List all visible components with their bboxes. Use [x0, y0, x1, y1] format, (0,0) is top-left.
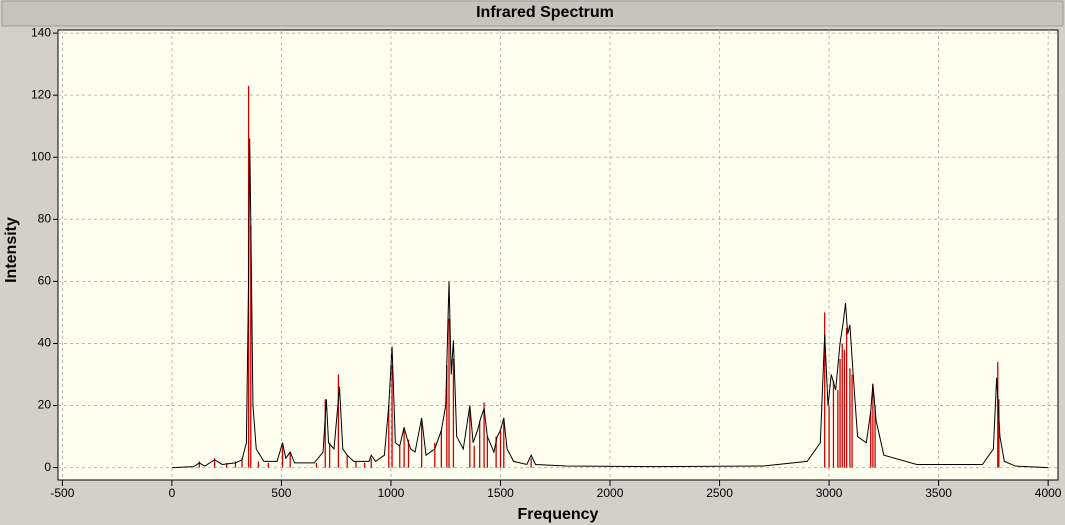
- x-tick-label: 2000: [597, 486, 624, 500]
- y-tick-label: 60: [38, 274, 52, 288]
- spectrum-curve: [171, 138, 1049, 469]
- x-tick-label: -500: [50, 486, 74, 500]
- x-tick-label: 2500: [706, 486, 733, 500]
- x-tick-label: 3000: [816, 486, 843, 500]
- marks: [171, 85, 1049, 469]
- y-tick-label: 20: [38, 398, 52, 412]
- plot-area: [57, 29, 1059, 481]
- title-bar: [1, 0, 1064, 27]
- x-tick-label: 1000: [378, 486, 405, 500]
- x-tick-label: 500: [271, 486, 291, 500]
- x-tick-label: 0: [169, 486, 176, 500]
- y-tick-label: 80: [38, 211, 52, 225]
- x-tick-label: 3500: [925, 486, 952, 500]
- x-tick-label: 1500: [487, 486, 514, 500]
- x-axis-label: Frequency: [518, 506, 599, 523]
- y-tick-label: 0: [44, 460, 51, 474]
- chart-title: Infrared Spectrum: [476, 4, 614, 21]
- x-tick-label: 4000: [1035, 486, 1062, 500]
- y-axis-label: Intensity: [3, 217, 20, 283]
- y-tick-label: 140: [31, 25, 51, 39]
- grid: [58, 30, 1058, 480]
- y-tick-label: 120: [31, 87, 51, 101]
- y-tick-label: 40: [38, 336, 52, 350]
- y-tick-label: 100: [31, 149, 51, 163]
